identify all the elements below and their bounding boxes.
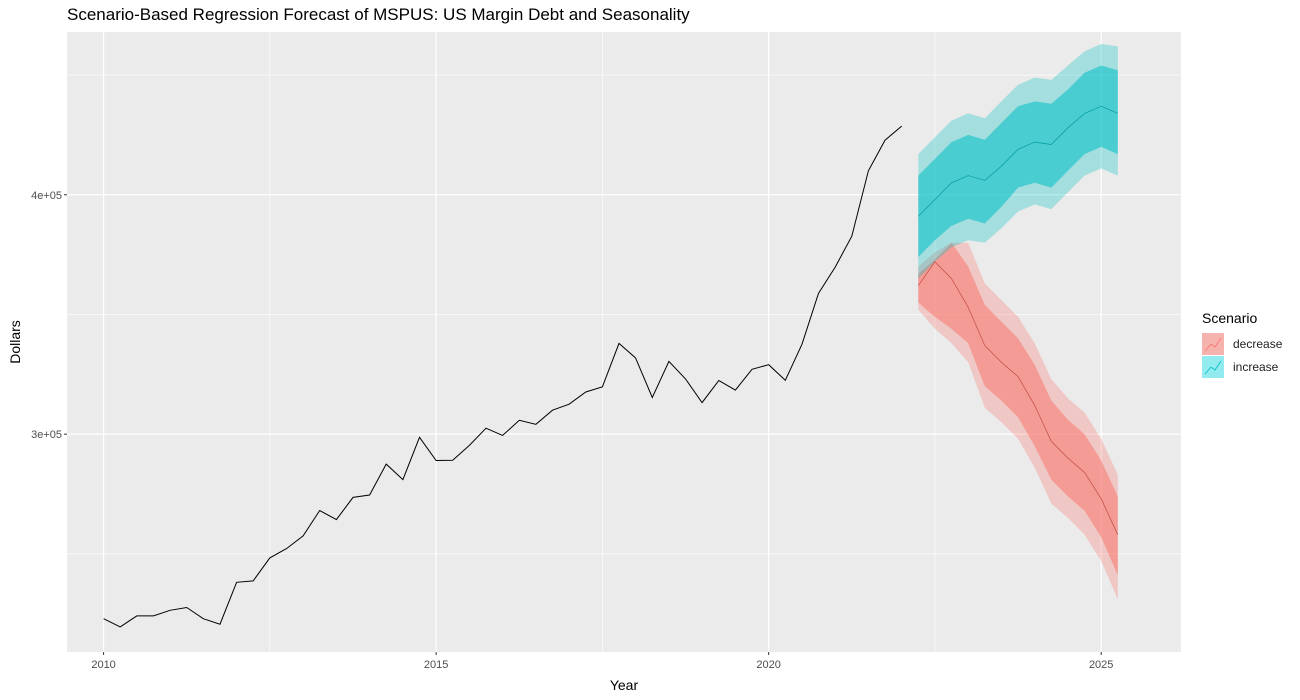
legend-key-increase [1202, 355, 1224, 378]
band-80-increase [918, 65, 1118, 257]
x-tick-label: 2025 [1089, 659, 1113, 671]
legend-key-decrease [1202, 332, 1224, 355]
legend-label-decrease: decrease [1233, 336, 1283, 351]
forecast-line-increase [918, 105, 1118, 217]
x-tick-label: 2020 [756, 659, 780, 671]
band-80-decrease [918, 242, 1118, 576]
y-axis-label: Dollars [7, 320, 23, 364]
legend-item-decrease: decrease [1202, 332, 1282, 355]
x-axis-label: Year [610, 677, 639, 693]
series-lines [103, 105, 1119, 628]
legend: Scenario decrease increase [1202, 310, 1282, 378]
legend-item-increase: increase [1202, 355, 1282, 378]
x-tick-label: 2015 [424, 659, 448, 671]
legend-title: Scenario [1202, 310, 1258, 326]
forecast-line-decrease [918, 261, 1119, 535]
x-tick-label: 2010 [91, 659, 115, 671]
y-tick-label: 4e+05 [31, 190, 62, 202]
y-tick-label: 3e+05 [31, 429, 62, 441]
history-line [103, 125, 903, 628]
axis-layer: 2010 2015 2020 2025 3e+05 4e+05 [31, 190, 1113, 671]
legend-label-increase: increase [1233, 359, 1279, 374]
chart-title: Scenario-Based Regression Forecast of MS… [67, 5, 690, 24]
forecast-bands [918, 44, 1118, 600]
